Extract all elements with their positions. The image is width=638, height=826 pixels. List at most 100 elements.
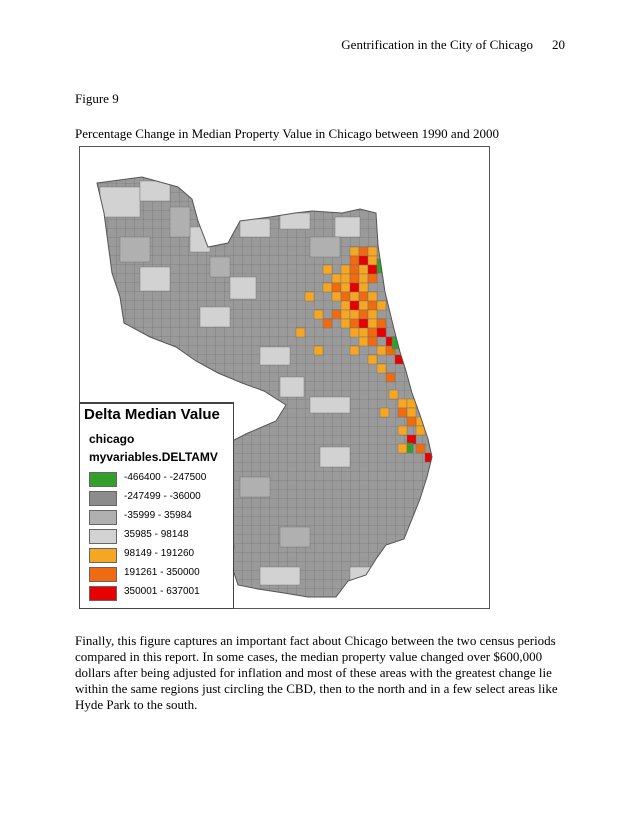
high-change-tract <box>367 318 378 329</box>
legend-swatch <box>89 567 117 582</box>
legend-swatch <box>89 510 117 525</box>
high-change-tract <box>340 291 351 302</box>
legend-range-label: -466400 - -247500 <box>124 472 207 483</box>
high-change-tract <box>304 291 315 302</box>
body-line: within the same regions just circling th… <box>75 681 558 696</box>
legend-title: Delta Median Value <box>84 406 220 423</box>
high-change-tract <box>376 345 387 356</box>
high-change-tract <box>367 336 378 347</box>
high-change-tract <box>358 246 369 257</box>
high-change-tract <box>340 282 351 293</box>
high-change-tract <box>349 291 360 302</box>
light-tract <box>259 346 291 366</box>
high-change-tract <box>358 264 369 275</box>
mid-tract <box>119 236 151 263</box>
body-line: Hyde Park to the south. <box>75 697 198 712</box>
south-change-tract <box>406 434 417 445</box>
light-tract <box>99 186 141 218</box>
high-change-tract <box>385 345 396 356</box>
high-change-tract <box>358 291 369 302</box>
south-change-tract <box>397 425 408 436</box>
high-change-tract <box>340 309 351 320</box>
mid-tract <box>239 476 271 498</box>
high-change-tract <box>349 327 360 338</box>
south-change-tract <box>424 452 432 463</box>
light-tract <box>279 212 311 230</box>
high-change-tract <box>367 273 378 284</box>
decrease-tract <box>385 272 394 290</box>
high-change-tract <box>358 300 369 311</box>
high-change-tract <box>322 318 333 329</box>
high-change-tract <box>349 264 360 275</box>
high-change-tract <box>376 363 387 374</box>
high-change-tract <box>313 345 324 356</box>
south-change-tract <box>397 443 408 454</box>
south-change-tract <box>388 389 399 400</box>
figure-caption: Percentage Change in Median Property Val… <box>75 126 499 141</box>
high-change-tract <box>349 282 360 293</box>
legend-range-label: 98149 - 191260 <box>124 548 195 559</box>
light-tract <box>229 276 257 300</box>
south-change-tract <box>406 407 417 418</box>
high-change-tract <box>331 309 342 320</box>
high-change-tract <box>331 282 342 293</box>
high-change-tract <box>340 273 351 284</box>
light-tract <box>239 218 271 238</box>
south-change-tract <box>415 443 426 454</box>
mid-tract <box>309 236 341 258</box>
high-change-tract <box>340 318 351 329</box>
high-change-tract <box>367 255 378 266</box>
high-change-tract <box>349 318 360 329</box>
light-tract <box>319 446 351 468</box>
high-change-tract <box>313 309 324 320</box>
high-change-tract <box>358 309 369 320</box>
high-change-tract <box>376 318 387 329</box>
light-tract <box>189 226 211 253</box>
high-change-tract <box>358 255 369 266</box>
high-change-tract <box>367 264 378 275</box>
light-tract <box>309 396 351 414</box>
high-change-tract <box>340 300 351 311</box>
south-change-tract <box>406 416 417 427</box>
mid-tract <box>179 376 211 398</box>
high-change-tract <box>358 273 369 284</box>
south-change-tract <box>379 407 390 418</box>
legend-range-label: 35985 - 98148 <box>124 529 189 540</box>
high-change-tract <box>349 273 360 284</box>
high-change-tract <box>349 255 360 266</box>
high-change-tract <box>331 291 342 302</box>
legend-swatch <box>89 548 117 563</box>
high-change-tract <box>349 246 360 257</box>
south-change-tract <box>397 407 408 418</box>
page-header: Gentrification in the City of Chicago 20 <box>0 37 638 55</box>
body-line: compared in this report. In some cases, … <box>75 649 543 664</box>
figure-label: Figure 9 <box>75 91 119 106</box>
legend-swatch <box>89 472 117 487</box>
high-change-tract <box>358 282 369 293</box>
high-change-tract <box>322 264 333 275</box>
light-tract <box>279 376 305 398</box>
high-change-tract <box>376 300 387 311</box>
light-tract <box>349 566 381 588</box>
light-tract <box>199 306 231 328</box>
high-change-tract <box>367 300 378 311</box>
body-paragraph: Finally, this figure captures an importa… <box>75 633 565 713</box>
header-title: Gentrification in the City of Chicago <box>341 37 533 52</box>
legend-range-label: 191261 - 350000 <box>124 567 200 578</box>
high-change-tract <box>376 327 387 338</box>
high-change-tract <box>349 300 360 311</box>
high-change-tract <box>340 264 351 275</box>
map-legend: Delta Median Value chicago myvariables.D… <box>79 402 234 609</box>
mid-tract <box>209 256 231 278</box>
south-change-tract <box>397 398 408 409</box>
high-change-tract <box>322 282 333 293</box>
decrease-tract <box>406 442 414 454</box>
legend-range-label: -247499 - -36000 <box>124 491 201 502</box>
high-change-tract <box>367 354 378 365</box>
legend-range-label: 350001 - 637001 <box>124 586 200 597</box>
high-change-tract <box>295 327 306 338</box>
body-line: dollars after being adjusted for inflati… <box>75 665 552 680</box>
high-change-tract <box>367 291 378 302</box>
mid-tract <box>279 526 311 548</box>
high-change-tract <box>367 246 378 257</box>
